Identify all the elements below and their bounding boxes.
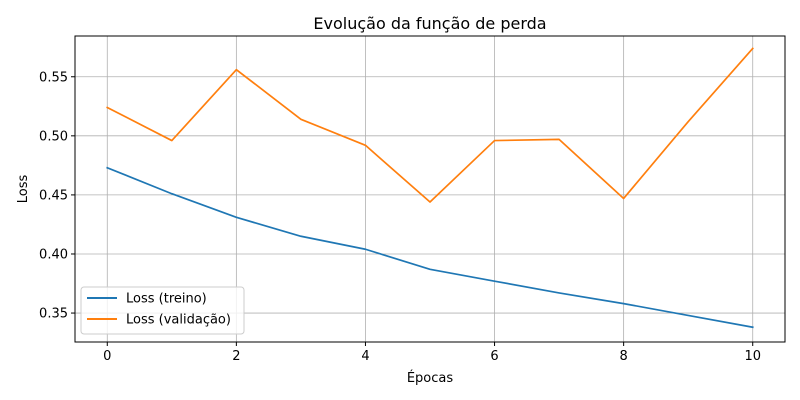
y-tick-label: 0.35 [39,307,68,322]
x-axis-ticks: 0 2 4 6 8 10 [103,342,761,364]
x-tick-label: 6 [490,349,498,364]
plot-frame [74,35,786,343]
series-line-treino [106,166,754,329]
x-tick-label: 0 [103,349,111,364]
chart-title: Evolução da função de perda [313,14,546,33]
series-line-validacao [106,47,754,203]
x-tick-label: 4 [361,349,369,364]
x-tick-label: 2 [232,349,240,364]
series-group [106,47,754,329]
y-tick-label: 0.55 [39,70,68,85]
legend-label-validacao: Loss (validação) [126,313,231,328]
legend-box [80,286,245,335]
y-axis-label: Loss [16,175,31,204]
y-axis-ticks: 0.35 0.40 0.45 0.50 0.55 [39,70,75,322]
y-tick-label: 0.45 [39,188,68,203]
x-axis-label: Épocas [407,370,454,386]
legend-label-treino: Loss (treino) [126,292,207,307]
y-tick-label: 0.40 [39,247,68,262]
y-tick-label: 0.50 [39,129,68,144]
x-tick-label: 10 [744,349,761,364]
x-tick-label: 8 [619,349,627,364]
legend: Loss (treino) Loss (validação) [80,286,245,335]
